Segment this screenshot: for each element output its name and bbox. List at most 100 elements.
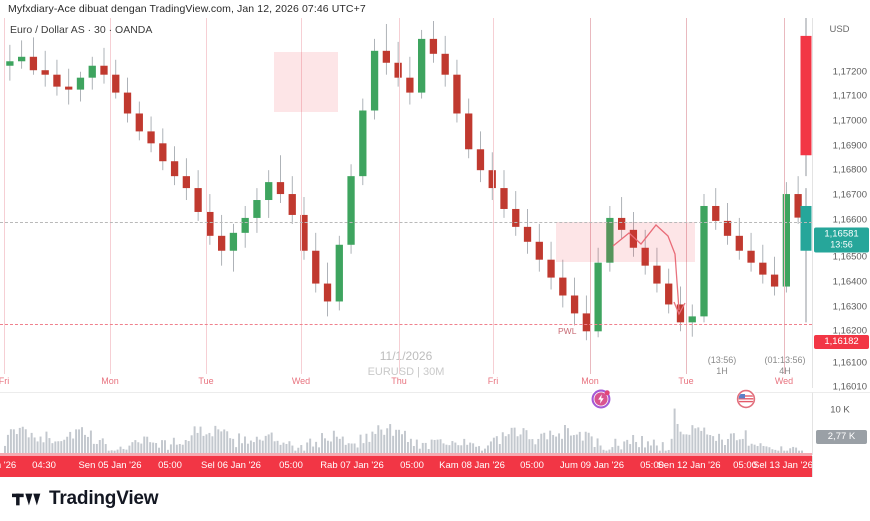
session-separator (399, 18, 400, 374)
volume-bar (149, 442, 152, 453)
candle-body (359, 110, 367, 177)
volume-bar (184, 440, 187, 453)
candle-body (229, 232, 238, 251)
volume-bar (306, 442, 309, 453)
volume-bar (81, 427, 83, 453)
candle-body (712, 205, 720, 221)
volume-bar (469, 442, 472, 453)
volume-bar (715, 440, 718, 453)
volume-bar (98, 440, 101, 453)
volume-bar (113, 450, 116, 453)
candle-body (241, 217, 249, 233)
volume-bar (175, 444, 178, 453)
volume-bar (676, 423, 679, 453)
volume-bar (540, 433, 543, 453)
volume-bar (724, 445, 726, 453)
volume-scale[interactable]: 10 K 2,77 K (812, 392, 870, 455)
symbol-title[interactable]: Euro / Dollar AS · 30 · OANDA (10, 24, 153, 36)
volume-bar (377, 425, 380, 453)
volume-bar (564, 425, 566, 453)
candle-body (265, 182, 273, 201)
us-news-event-badge[interactable] (735, 388, 757, 410)
volume-bar (644, 447, 646, 453)
candle-body (88, 65, 96, 78)
volume-bar (537, 438, 540, 453)
candle-body (206, 211, 214, 236)
volume-bar (744, 430, 747, 453)
volume-bar (42, 442, 45, 453)
candle-body (41, 70, 49, 75)
candle-body (570, 295, 579, 314)
volume-bar (623, 441, 626, 453)
candle-body (100, 65, 108, 75)
volume-bar (205, 434, 208, 453)
last-price-badge[interactable]: 1,16581 13:56 (814, 227, 869, 253)
volume-bar (466, 444, 469, 453)
volume-bar (614, 438, 617, 453)
volume-bar (190, 435, 193, 453)
candle-body (582, 313, 590, 332)
volume-bar (9, 429, 12, 453)
volume-bar (792, 446, 795, 453)
candle-body (476, 149, 485, 171)
session-separator (206, 18, 207, 374)
volume-bar (128, 445, 131, 453)
supply-zone-upper[interactable] (274, 52, 338, 112)
volume-bar (439, 439, 442, 453)
low-price-value: 1,16182 (824, 336, 859, 347)
volume-pane[interactable] (0, 392, 812, 456)
volume-bar (172, 437, 175, 453)
volume-bar (765, 446, 768, 453)
volume-bar (685, 434, 688, 453)
volume-bar (472, 443, 475, 453)
volume-bar (235, 447, 238, 453)
volume-bar (24, 429, 27, 453)
volume-bar (463, 438, 466, 453)
volume-bar (510, 427, 513, 453)
pwl-label: PWL (558, 326, 577, 336)
candle-body (112, 74, 120, 93)
candle-body (29, 56, 38, 71)
supply-zone-lower[interactable] (556, 222, 695, 262)
volume-bar (332, 430, 335, 453)
volume-bar (226, 431, 229, 453)
price-scale[interactable]: USD 1,17200 1,17100 1,17000 1,16900 1,16800 1… (812, 18, 870, 393)
volume-bar (12, 429, 15, 453)
economic-event-badge[interactable] (590, 388, 612, 410)
volume-bar (380, 429, 383, 453)
volume-bar (261, 440, 264, 453)
volume-bar (152, 442, 155, 453)
price-chart-pane[interactable]: 11/1/2026 EURUSD | 30M PWL Euro / Dol (0, 18, 812, 410)
volume-bar (457, 445, 460, 453)
volume-bar (285, 443, 288, 453)
volume-bar (726, 439, 729, 453)
volume-bar (552, 434, 555, 453)
candle-body (500, 188, 508, 209)
volume-bar (193, 426, 196, 453)
timeframe-countdown: (01:13:56) 4H (764, 355, 805, 377)
session-separator (301, 18, 302, 374)
volume-bar (611, 447, 614, 453)
volume-bar (460, 445, 463, 453)
candle-body (429, 38, 438, 54)
last-price-value: 1,16581 (824, 228, 859, 240)
volume-value-badge: 2,77 K (816, 430, 867, 444)
day-label: Fri (487, 376, 499, 386)
attribution-text: Myfxdiary-Ace dibuat dengan TradingView.… (8, 3, 366, 15)
time-scale[interactable]: n '26 04:30 Sen 05 Jan '26 05:00 Sel 06 Jan … (0, 456, 812, 477)
volume-bar (543, 432, 546, 453)
volume-bar (632, 434, 635, 453)
session-separator (4, 18, 5, 374)
volume-bar (777, 450, 780, 453)
volume-bar (436, 439, 439, 453)
volume-bar (220, 431, 223, 453)
volume-bar (801, 450, 803, 453)
candle-body (453, 74, 461, 114)
volume-bar (276, 440, 279, 453)
candle-body (194, 188, 202, 212)
low-price-badge[interactable]: 1,16182 (814, 335, 869, 349)
price-tick: 1,16400 (832, 276, 867, 288)
candle-body (512, 208, 520, 227)
volume-bar (211, 436, 214, 453)
volume-bar (498, 444, 501, 453)
